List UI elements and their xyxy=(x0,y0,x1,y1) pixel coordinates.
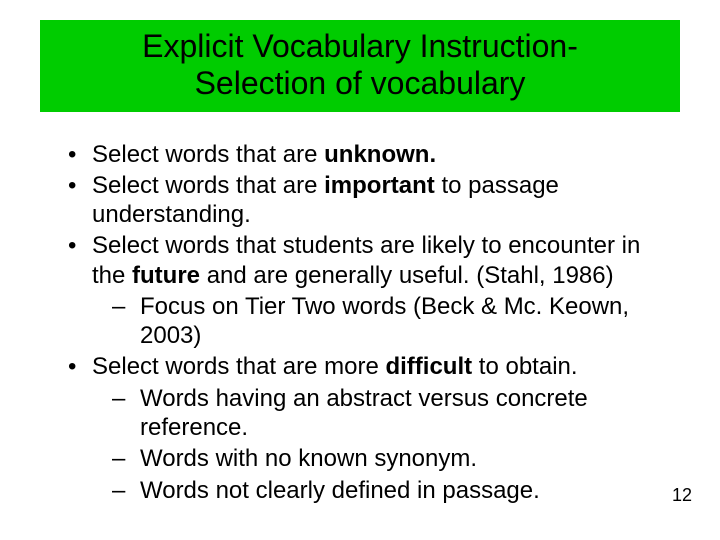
bullet-text-bold: important xyxy=(324,172,435,199)
slide: Explicit Vocabulary Instruction- Selecti… xyxy=(0,0,720,540)
sub-list: Words having an abstract versus concrete… xyxy=(92,384,660,505)
sub-bullet-item: Words not clearly defined in passage. xyxy=(112,476,660,505)
sub-bullet-text: Words having an abstract versus concrete… xyxy=(140,385,588,441)
title-line-1: Explicit Vocabulary Instruction- xyxy=(142,28,578,64)
bullet-text-pre: Select words that are xyxy=(92,141,324,168)
bullet-item: Select words that students are likely to… xyxy=(68,231,660,350)
sub-list: Focus on Tier Two words (Beck & Mc. Keow… xyxy=(92,292,660,351)
bullet-item: Select words that are more difficult to … xyxy=(68,352,660,504)
bullet-text-post: and are generally useful. (Stahl, 1986) xyxy=(200,262,614,289)
title-box: Explicit Vocabulary Instruction- Selecti… xyxy=(40,20,680,112)
bullet-text-post: to obtain. xyxy=(472,353,577,380)
sub-bullet-text: Words with no known synonym. xyxy=(140,445,477,472)
bullet-text-bold: future xyxy=(132,262,200,289)
bullet-text-pre: Select words that are xyxy=(92,172,324,199)
bullet-text-bold: difficult xyxy=(385,353,472,380)
sub-bullet-item: Words having an abstract versus concrete… xyxy=(112,384,660,443)
bullet-list: Select words that are unknown. Select wo… xyxy=(68,140,660,505)
bullet-item: Select words that are important to passa… xyxy=(68,171,660,230)
slide-body: Select words that are unknown. Select wo… xyxy=(0,112,720,505)
sub-bullet-item: Words with no known synonym. xyxy=(112,444,660,473)
sub-bullet-text: Focus on Tier Two words (Beck & Mc. Keow… xyxy=(140,293,629,349)
sub-bullet-item: Focus on Tier Two words (Beck & Mc. Keow… xyxy=(112,292,660,351)
bullet-text-bold: unknown. xyxy=(324,141,436,168)
page-number: 12 xyxy=(672,485,692,506)
bullet-item: Select words that are unknown. xyxy=(68,140,660,169)
title-line-2: Selection of vocabulary xyxy=(195,65,526,101)
sub-bullet-text: Words not clearly defined in passage. xyxy=(140,477,540,504)
slide-title: Explicit Vocabulary Instruction- Selecti… xyxy=(60,28,660,102)
bullet-text-pre: Select words that are more xyxy=(92,353,385,380)
